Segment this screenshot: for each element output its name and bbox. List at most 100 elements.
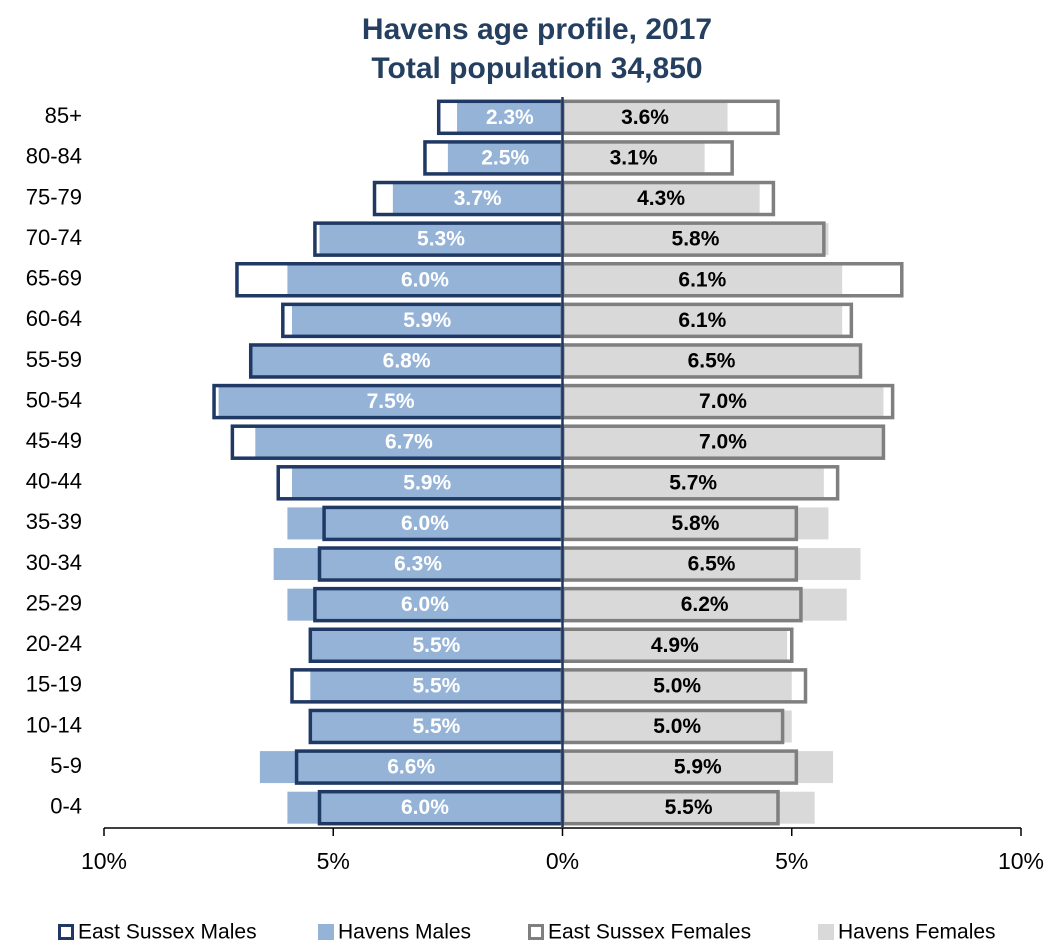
data-label: 5.9%	[674, 756, 722, 779]
y-tick-label: 35-39	[26, 509, 82, 534]
bar	[291, 304, 563, 337]
data-label: 5.0%	[653, 674, 701, 697]
data-label: 6.2%	[681, 593, 729, 616]
data-label: 7.0%	[699, 390, 747, 413]
bar	[562, 791, 815, 824]
data-label: 6.3%	[394, 553, 442, 576]
y-tick-label: 70-74	[26, 225, 82, 250]
y-tick-label: 10-14	[26, 712, 82, 737]
bar	[447, 141, 563, 174]
y-tick-label: 65-69	[26, 266, 82, 291]
data-label: 5.5%	[412, 715, 460, 738]
data-label: 4.9%	[651, 634, 699, 657]
legend-swatch	[528, 924, 544, 940]
bar	[562, 710, 792, 743]
data-label: 6.6%	[387, 756, 435, 779]
bar	[259, 751, 563, 784]
bar	[255, 426, 563, 459]
bar	[273, 548, 563, 581]
data-label: 5.8%	[672, 512, 720, 535]
bar	[562, 426, 884, 459]
bar	[562, 507, 829, 540]
y-tick-label: 60-64	[26, 306, 82, 331]
x-tick-label: 10%	[81, 848, 127, 874]
bar	[562, 751, 834, 784]
bar	[310, 669, 563, 702]
data-label: 5.5%	[665, 796, 713, 819]
data-label: 6.8%	[383, 350, 431, 373]
bar	[562, 223, 829, 256]
bar	[562, 344, 861, 377]
bar	[562, 629, 788, 662]
bar	[310, 710, 563, 743]
bar	[250, 344, 563, 377]
legend-label: East Sussex Females	[548, 921, 751, 943]
y-tick-label: 55-59	[26, 347, 82, 372]
legend-swatch	[58, 924, 74, 940]
data-label: 5.5%	[412, 634, 460, 657]
data-label: 2.3%	[486, 106, 534, 129]
y-tick-label: 0-4	[50, 794, 82, 819]
y-tick-label: 75-79	[26, 184, 82, 209]
x-tick-label: 5%	[317, 848, 350, 874]
data-label: 7.0%	[699, 431, 747, 454]
bar	[562, 548, 861, 581]
data-label: 4.3%	[637, 187, 685, 210]
y-tick-label: 30-34	[26, 550, 82, 575]
data-label: 6.5%	[688, 553, 736, 576]
data-label: 5.0%	[653, 715, 701, 738]
chart-subtitle: Total population 34,850	[371, 52, 702, 85]
data-label: 7.5%	[367, 390, 415, 413]
x-tick-label: 0%	[546, 848, 579, 874]
data-label: 5.9%	[403, 471, 451, 494]
bar	[562, 101, 728, 134]
data-label: 5.7%	[669, 471, 717, 494]
bar	[562, 669, 792, 702]
bar	[562, 304, 843, 337]
data-label: 5.5%	[412, 674, 460, 697]
data-label: 6.7%	[385, 431, 433, 454]
data-label: 3.1%	[610, 146, 658, 169]
data-label: 2.5%	[481, 146, 529, 169]
bar	[562, 466, 824, 499]
y-tick-label: 45-49	[26, 428, 82, 453]
chart-title: Havens age profile, 2017	[362, 13, 712, 46]
bar	[287, 263, 563, 296]
y-tick-label: 80-84	[26, 144, 82, 169]
legend-swatch	[318, 924, 334, 940]
data-label: 5.9%	[403, 309, 451, 332]
data-label: 6.0%	[401, 796, 449, 819]
bar	[287, 507, 563, 540]
data-label: 6.1%	[678, 309, 726, 332]
x-tick-label: 5%	[775, 848, 808, 874]
data-label: 6.1%	[678, 268, 726, 291]
data-label: 6.0%	[401, 593, 449, 616]
data-label: 3.7%	[454, 187, 502, 210]
legend-label: East Sussex Males	[78, 921, 257, 943]
y-tick-label: 20-24	[26, 631, 82, 656]
y-tick-label: 15-19	[26, 672, 82, 697]
bar	[562, 141, 705, 174]
data-label: 6.0%	[401, 512, 449, 535]
legend-label: Havens Females	[838, 921, 996, 943]
y-tick-label: 85+	[45, 103, 82, 128]
bar	[392, 182, 563, 215]
y-tick-label: 25-29	[26, 590, 82, 615]
bar	[291, 466, 563, 499]
bar	[457, 101, 563, 134]
bar	[287, 791, 563, 824]
bar	[562, 385, 884, 418]
data-label: 5.8%	[672, 228, 720, 251]
x-tick-label: 10%	[998, 848, 1044, 874]
bar	[562, 263, 843, 296]
data-label: 5.3%	[417, 228, 465, 251]
data-label: 6.0%	[401, 268, 449, 291]
bar	[310, 629, 563, 662]
bar	[562, 182, 760, 215]
legend-label: Havens Males	[338, 921, 471, 943]
data-label: 3.6%	[621, 106, 669, 129]
y-tick-label: 5-9	[50, 753, 82, 778]
y-tick-label: 40-44	[26, 469, 82, 494]
bar	[319, 223, 563, 256]
